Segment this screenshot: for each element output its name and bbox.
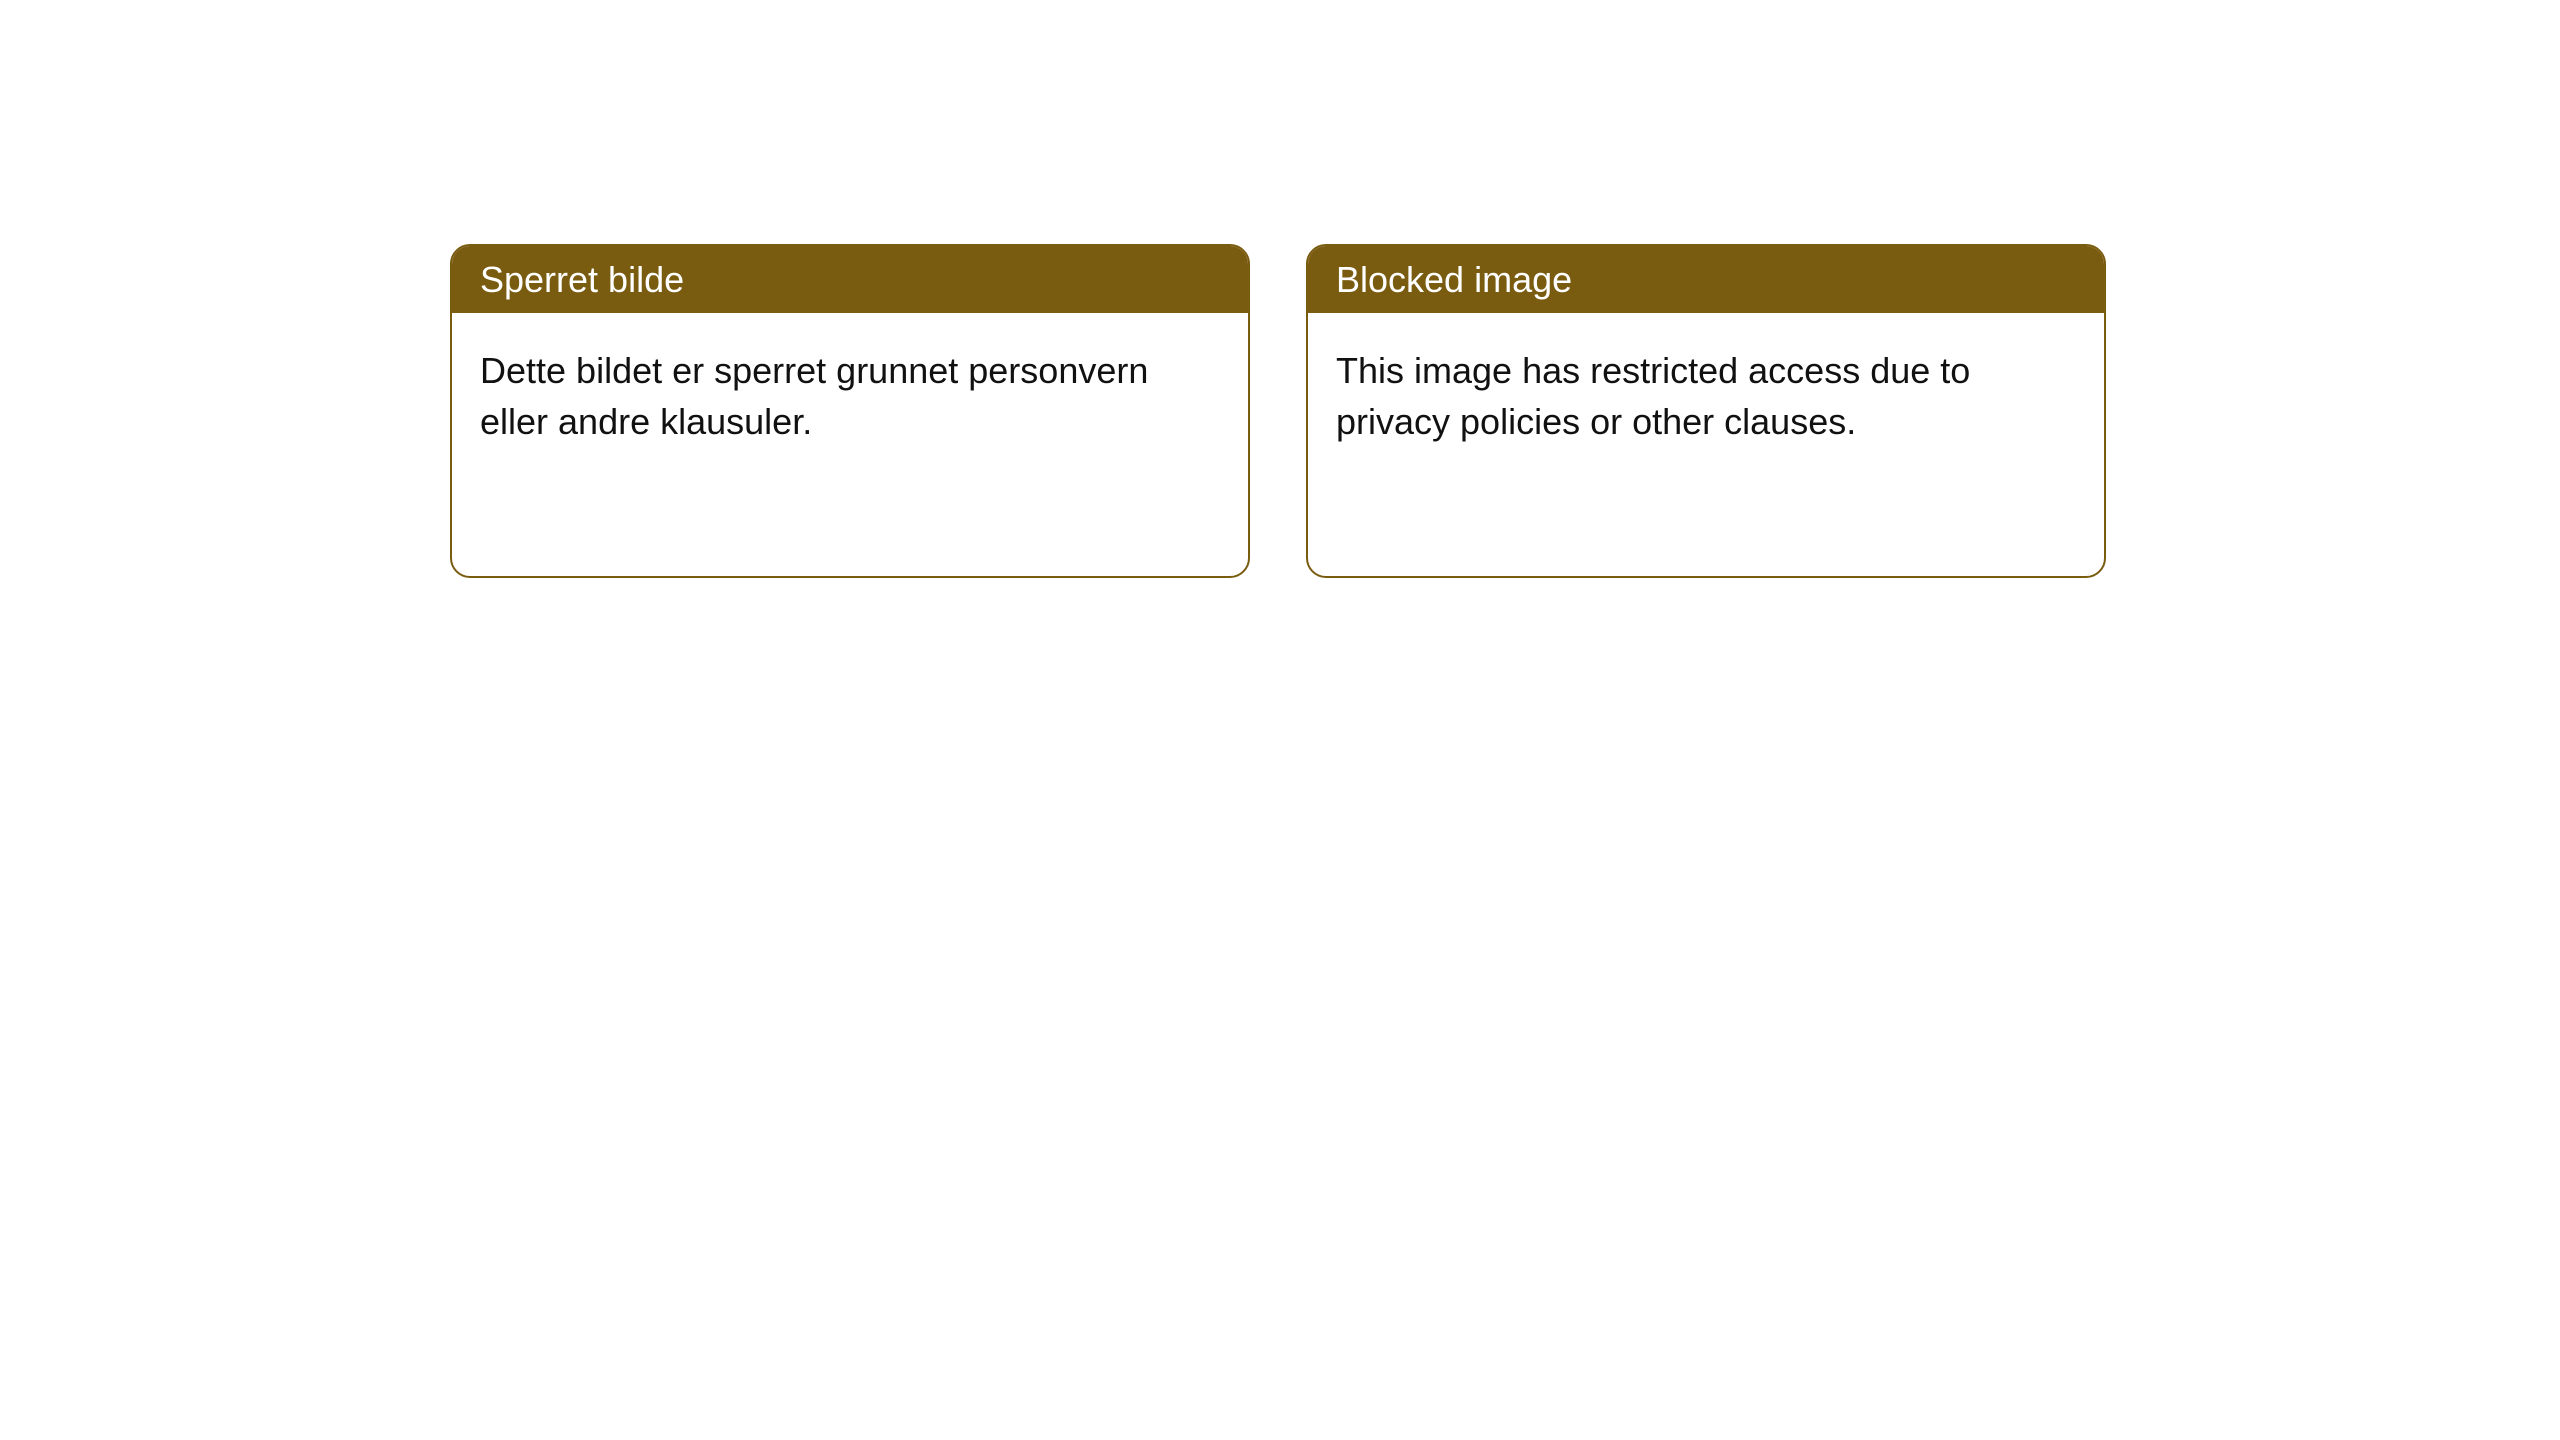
card-body-text: This image has restricted access due to … — [1336, 350, 1970, 442]
notice-card-norwegian: Sperret bilde Dette bildet er sperret gr… — [450, 244, 1250, 578]
card-header: Sperret bilde — [452, 246, 1248, 313]
card-body: Dette bildet er sperret grunnet personve… — [452, 313, 1248, 479]
notice-cards-container: Sperret bilde Dette bildet er sperret gr… — [0, 0, 2560, 578]
card-body: This image has restricted access due to … — [1308, 313, 2104, 479]
notice-card-english: Blocked image This image has restricted … — [1306, 244, 2106, 578]
card-header: Blocked image — [1308, 246, 2104, 313]
card-body-text: Dette bildet er sperret grunnet personve… — [480, 350, 1148, 442]
card-title: Blocked image — [1336, 259, 1572, 300]
card-title: Sperret bilde — [480, 259, 684, 300]
